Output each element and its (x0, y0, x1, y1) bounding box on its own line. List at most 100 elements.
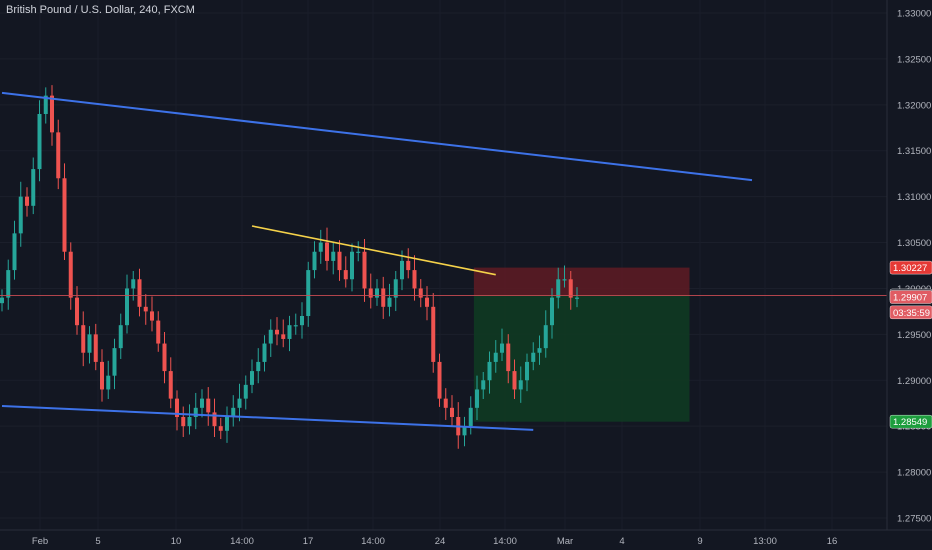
chart-title: British Pound / U.S. Dollar, 240, FXCM (6, 4, 195, 16)
candle-body (268, 329, 273, 344)
candle-body (493, 352, 498, 362)
candle-body (231, 407, 236, 417)
candle-body (350, 251, 354, 280)
candle-body (81, 325, 86, 353)
candle-body (425, 297, 429, 307)
candle-body (543, 325, 548, 349)
candle-body (187, 417, 192, 427)
price-tag-box (889, 260, 932, 275)
candle-body (362, 251, 367, 289)
candle-body (281, 334, 286, 339)
candle-body (137, 279, 142, 307)
candle-body (56, 132, 61, 179)
price-tag-label: 1.30227 (893, 263, 927, 274)
candle-body (218, 426, 223, 431)
x-tick-label: 13:00 (753, 536, 777, 547)
y-tick-label: 1.27500 (897, 514, 931, 525)
candle-body (500, 343, 504, 353)
candle-body (262, 343, 267, 362)
candle-body (118, 325, 123, 349)
candle-body (0, 297, 4, 304)
candle-body (537, 348, 542, 353)
candle-body (531, 352, 536, 362)
drawn-lines[interactable] (0, 91, 887, 431)
candle-body (293, 325, 298, 327)
candle-body (225, 417, 229, 431)
price-tag-box (889, 414, 932, 429)
x-tick-label: 17 (303, 536, 314, 547)
y-tick-label: 1.28000 (897, 468, 931, 479)
candle-body (150, 311, 154, 321)
yellow-trendline[interactable] (251, 225, 496, 276)
candle-body (462, 426, 467, 436)
x-tick-label: 5 (95, 536, 100, 547)
y-tick-label: 1.32000 (897, 100, 931, 111)
candle-body (75, 297, 79, 326)
candle-body (112, 348, 117, 376)
candles (0, 85, 579, 449)
candle-body (68, 251, 73, 298)
candle-body (387, 297, 392, 307)
candle-body (168, 371, 173, 399)
candle-body (212, 412, 217, 427)
x-tick-label: 14:00 (493, 536, 517, 547)
candle-body (131, 279, 136, 289)
price-tag-box (889, 305, 932, 320)
channel-lower-line[interactable] (1, 404, 534, 431)
x-tick-label: 16 (827, 536, 838, 547)
candle-body (481, 380, 486, 390)
candle-body (181, 417, 186, 427)
x-tick-label: 4 (619, 536, 624, 547)
candle-body (525, 361, 529, 381)
candle-body (250, 371, 254, 385)
candle-body (156, 320, 161, 344)
channel-upper-line[interactable] (1, 91, 753, 182)
candle-body (512, 371, 517, 390)
candle-body (100, 361, 104, 390)
candle-body (312, 251, 317, 271)
candle-body (300, 316, 304, 326)
candle-body (175, 398, 179, 417)
price-tag-label: 03:35:59 (893, 308, 930, 319)
y-tick-label: 1.30500 (897, 238, 931, 249)
y-tick-label: 1.29000 (897, 376, 931, 387)
candle-body (206, 398, 211, 413)
candle-body (12, 233, 17, 271)
candle-body (562, 279, 567, 281)
candle-body (93, 334, 98, 362)
candle-body (443, 398, 448, 408)
position-zones[interactable] (473, 267, 690, 422)
x-tick-label: 10 (171, 536, 182, 547)
take-profit-zone[interactable] (473, 295, 690, 422)
candle-body (418, 288, 423, 298)
x-tick-label: 9 (697, 536, 702, 547)
candle-body (25, 196, 29, 206)
candle-body (412, 270, 417, 289)
y-tick-label: 1.29500 (897, 330, 931, 341)
candle-body (475, 389, 479, 408)
candle-body (431, 306, 436, 362)
x-tick-label: 14:00 (361, 536, 385, 547)
candle-body (487, 361, 492, 381)
candle-body (575, 297, 579, 299)
candle-body (406, 260, 411, 271)
y-tick-label: 1.33000 (897, 9, 931, 20)
candle-body (31, 169, 36, 206)
candle-body (18, 196, 23, 234)
candle-body (287, 325, 292, 339)
time-axis[interactable]: Feb 5 10 14:00 17 14:00 24 14:00 Mar 4 9 13:00 16 (32, 536, 837, 547)
candle-body (550, 297, 554, 326)
candle-body (400, 260, 404, 280)
candle-body (243, 384, 248, 399)
candle-body (256, 361, 261, 372)
price-tag-label: 1.29907 (893, 292, 927, 303)
candle-body (556, 279, 561, 298)
candle-body (143, 306, 148, 312)
x-tick-label: 14:00 (230, 536, 254, 547)
candle-body (450, 407, 454, 417)
y-tick-label: 1.31500 (897, 146, 931, 157)
stop-loss-zone[interactable] (473, 267, 690, 296)
candle-body (506, 343, 511, 372)
candle-body (325, 242, 329, 261)
